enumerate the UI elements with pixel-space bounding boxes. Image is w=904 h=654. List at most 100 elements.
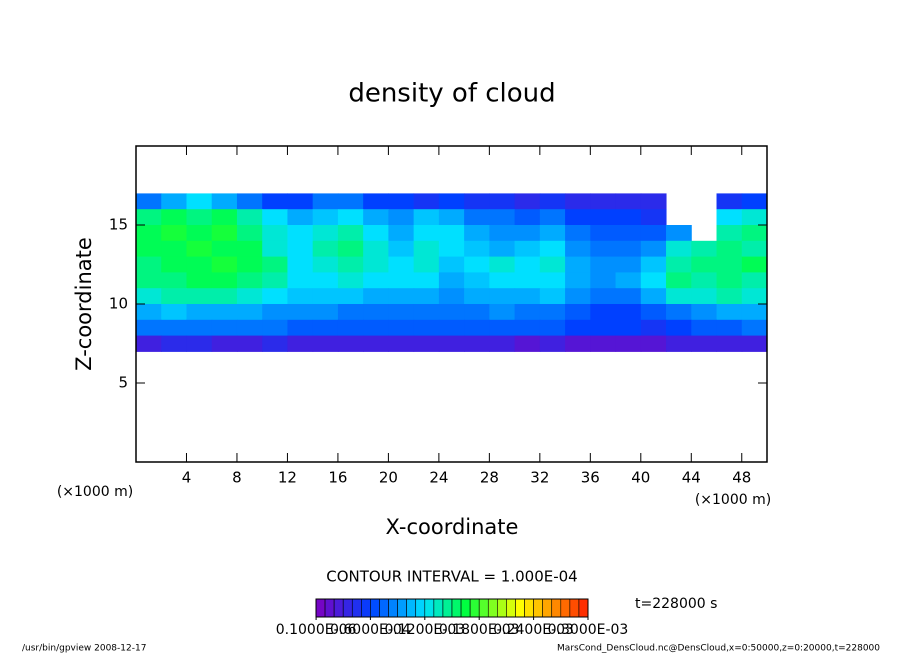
cell <box>489 288 516 305</box>
cell <box>363 335 389 352</box>
cell <box>691 319 718 337</box>
cell <box>590 288 617 305</box>
cell <box>640 240 667 258</box>
cell <box>716 288 743 305</box>
cell <box>287 272 314 289</box>
cell <box>640 256 667 273</box>
x-tick-label: 32 <box>530 469 549 487</box>
cell <box>413 304 440 321</box>
cell <box>464 335 490 352</box>
cell <box>565 256 591 273</box>
cell <box>565 304 591 321</box>
cell <box>539 335 566 352</box>
cell <box>691 272 718 289</box>
cell <box>262 319 288 337</box>
cell <box>262 288 288 305</box>
cell <box>186 288 213 305</box>
cell <box>363 256 389 273</box>
cell <box>438 304 465 321</box>
cell <box>262 256 288 273</box>
cell <box>211 319 238 337</box>
cell <box>312 335 339 352</box>
colorbar-swatch <box>388 598 398 618</box>
cell <box>363 304 389 321</box>
colorbar-swatch <box>351 598 362 618</box>
cell <box>186 240 213 258</box>
cell <box>741 288 768 305</box>
cell <box>388 319 415 337</box>
cell <box>590 240 617 258</box>
cell <box>211 256 238 273</box>
cell <box>565 209 591 226</box>
footer-left: /usr/bin/gpview 2008-12-17 <box>22 644 146 654</box>
cell <box>337 225 364 242</box>
cell <box>489 256 516 273</box>
cell <box>136 240 162 258</box>
cell <box>539 288 566 305</box>
cell <box>236 256 263 273</box>
cell <box>413 319 440 337</box>
x-tick-label: 36 <box>581 469 600 487</box>
cell <box>363 319 389 337</box>
colorbar-swatch <box>460 598 471 618</box>
x-tick-label: 16 <box>328 469 347 487</box>
cell <box>287 319 314 337</box>
cell <box>464 272 490 289</box>
cell <box>287 240 314 258</box>
cell <box>514 209 541 226</box>
cell <box>590 209 617 226</box>
cell <box>514 335 541 352</box>
cell <box>539 209 566 226</box>
cell <box>312 256 339 273</box>
cell <box>211 288 238 305</box>
cell <box>413 272 440 289</box>
cell <box>716 256 743 273</box>
cell <box>136 256 162 273</box>
cell <box>741 272 768 289</box>
cell <box>464 225 490 242</box>
cell <box>161 319 187 337</box>
cell <box>236 209 263 226</box>
y-axis-label: Z-coordinate <box>72 237 96 371</box>
cell <box>615 193 642 210</box>
cell <box>363 272 389 289</box>
cell <box>287 304 314 321</box>
cell <box>161 335 187 352</box>
cell <box>161 225 187 242</box>
cell <box>514 225 541 242</box>
cell <box>413 225 440 242</box>
cell <box>489 209 516 226</box>
cell <box>590 225 617 242</box>
cell <box>312 288 339 305</box>
cell <box>489 335 516 352</box>
cell <box>565 272 591 289</box>
cell <box>211 304 238 321</box>
cell <box>489 225 516 242</box>
cell <box>337 304 364 321</box>
cell <box>136 335 162 352</box>
cell <box>514 319 541 337</box>
footer-right: MarsCond_DensCloud.nc@DensCloud,x=0:5000… <box>557 644 880 654</box>
cell <box>716 335 743 352</box>
chart-title: density of cloud <box>348 79 555 109</box>
cell <box>337 209 364 226</box>
cell <box>413 209 440 226</box>
cell <box>312 272 339 289</box>
cell <box>716 193 743 210</box>
colorbar-swatch <box>569 598 580 618</box>
cell <box>363 209 389 226</box>
contour-interval: CONTOUR INTERVAL = 1.000E-04 <box>326 568 577 586</box>
cell <box>262 304 288 321</box>
cell <box>312 240 339 258</box>
cell <box>287 256 314 273</box>
cell <box>615 304 642 321</box>
cell <box>312 225 339 242</box>
colorbar-swatch <box>478 598 489 618</box>
cell <box>615 319 642 337</box>
cell <box>464 193 490 210</box>
cell <box>539 272 566 289</box>
cell <box>337 240 364 258</box>
cell <box>413 288 440 305</box>
cell <box>489 193 516 210</box>
